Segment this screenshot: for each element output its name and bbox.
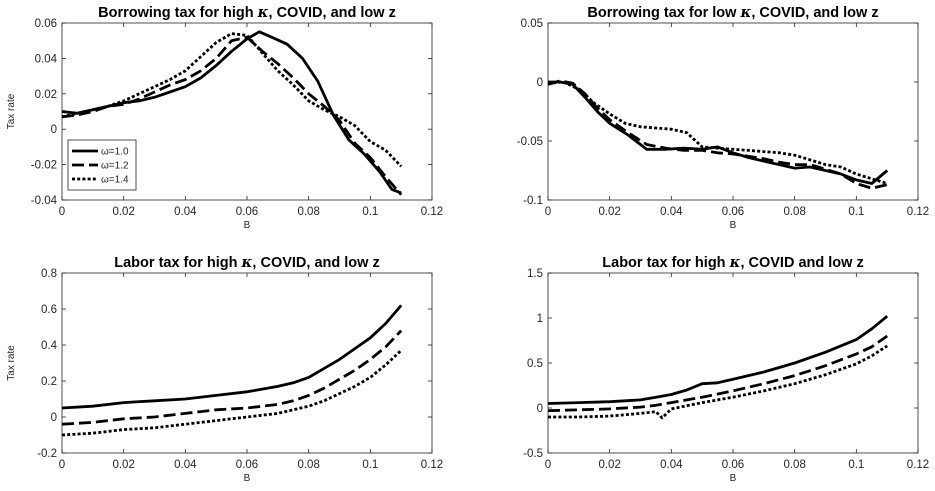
title-part: , COVID, and low z	[751, 5, 878, 21]
y-tick-label: 0.6	[41, 304, 57, 316]
subplot-4: 0 0.02 0.04 0.06 0.08 0.1 0.12-0.500.511.5Labo…	[523, 254, 929, 484]
title-part: κ	[739, 4, 751, 21]
y-tick-label: 0	[537, 77, 543, 89]
x-tick-label: 0.08	[297, 459, 319, 471]
y-tick-label: 0.04	[35, 53, 58, 65]
y-tick-label: 0.8	[41, 268, 57, 280]
subplot-2: 0 0.02 0.04 0.06 0.08 0.1 0.12 -0.1 -0.05 0 0.05 Bo…	[517, 4, 929, 231]
x-tick-label: 0.04	[660, 206, 683, 218]
title-part: Labor tax for high	[602, 255, 729, 271]
y-tick-label: -0.02	[31, 160, 57, 172]
y-axis-label: Tax rate	[6, 345, 17, 381]
x-tick-label: 0.08	[297, 206, 319, 218]
series-line-2	[61, 329, 403, 426]
y-tick-label: 0.02	[35, 89, 57, 101]
title-part: κ	[241, 254, 253, 271]
y-tick-label: 0.5	[527, 358, 543, 370]
y-tick-label: 0	[537, 403, 543, 415]
title-part: κ	[257, 4, 269, 21]
x-tick-label: 0.12	[421, 459, 443, 471]
x-tick-label: 0	[59, 459, 65, 471]
y-tick-label: 0.05	[521, 18, 543, 30]
subplot-title: Borrowing tax for low κ, COVID, and low …	[587, 4, 878, 21]
plot-area	[547, 272, 919, 454]
x-tick-label: 0	[545, 459, 551, 471]
x-tick-label: 0.06	[722, 206, 744, 218]
x-tick-label: 0	[545, 206, 551, 218]
series-line-2	[61, 35, 403, 196]
y-tick-label: 0	[51, 124, 57, 136]
series-line-3	[548, 344, 888, 420]
title-part: κ	[729, 254, 741, 271]
x-tick-label: 0.02	[598, 459, 620, 471]
y-tick-label: 1	[537, 313, 543, 325]
legend-label: ω=1.0	[101, 147, 129, 158]
x-axis-label: B	[730, 220, 737, 231]
subplot-title: Labor tax for high κ, COVID, and low z	[114, 254, 379, 271]
x-axis-label: B	[730, 473, 737, 484]
plot-area	[61, 272, 433, 454]
x-tick-label: 0	[59, 206, 65, 218]
subplot-title: Labor tax for high κ, COVID and low z	[602, 254, 863, 271]
y-tick-label: -0.2	[37, 448, 57, 460]
title-part: Borrowing tax for high	[98, 5, 258, 21]
x-tick-label: 0.12	[907, 459, 929, 471]
subplot-3: 0 0.02 0.04 0.06 0.08 0.1 0.12-0.200.20.40.60.…	[6, 254, 443, 484]
y-tick-label: 0.4	[41, 340, 58, 352]
x-tick-label: 0.04	[660, 459, 683, 471]
y-tick-label: 0	[51, 412, 57, 424]
subplot-1: 0 0.02 0.04 0.06 0.08 0.1 0.12 -0.04 -0.02 0 0.02 0…	[6, 4, 443, 231]
x-tick-label: 0.1	[848, 459, 864, 471]
x-axis-label: B	[244, 473, 251, 484]
plot-area	[547, 22, 919, 201]
x-tick-label: 0.02	[112, 459, 134, 471]
series-line-1	[61, 304, 403, 410]
x-tick-label: 0.12	[907, 206, 929, 218]
x-tick-label: 0.02	[598, 206, 620, 218]
legend-label: ω=1.2	[101, 161, 129, 172]
y-tick-label: -0.05	[517, 136, 543, 148]
x-axis-label: B	[244, 220, 251, 231]
title-part: , COVID, and low z	[252, 255, 379, 271]
series-line-1	[61, 30, 402, 195]
x-tick-label: 0.1	[848, 206, 864, 218]
y-tick-label: 0.06	[35, 18, 57, 30]
series-line-2	[547, 334, 889, 413]
legend: ω=1.0 ω=1.2 ω=1.4	[67, 139, 137, 191]
x-tick-label: 0.06	[722, 459, 744, 471]
title-part: Borrowing tax for low	[587, 5, 740, 21]
title-part: , COVID, and low z	[269, 5, 396, 21]
series-line-3	[61, 32, 403, 168]
y-tick-label: -0.5	[523, 448, 543, 460]
x-tick-label: 0.04	[174, 459, 197, 471]
x-tick-label: 0.08	[783, 206, 805, 218]
series-line-3	[61, 349, 403, 437]
x-tick-label: 0.1	[362, 459, 378, 471]
title-part: , COVID and low z	[740, 255, 863, 271]
y-tick-label: 0.2	[41, 376, 57, 388]
title-part: Labor tax for high	[114, 255, 241, 271]
x-tick-label: 0.02	[112, 206, 134, 218]
x-tick-label: 0.1	[362, 206, 378, 218]
y-tick-label: 1.5	[527, 268, 543, 280]
y-tick-label: -0.1	[523, 195, 543, 207]
x-tick-label: 0.08	[783, 459, 805, 471]
x-tick-label: 0.12	[421, 206, 443, 218]
series-line-1	[547, 315, 889, 405]
y-axis-label: Tax rate	[6, 93, 17, 129]
y-tick-label: -0.04	[31, 195, 58, 207]
x-tick-label: 0.06	[236, 206, 258, 218]
series-line-3	[547, 80, 888, 185]
x-tick-label: 0.04	[174, 206, 197, 218]
legend-label: ω=1.4	[101, 175, 129, 186]
x-tick-label: 0.06	[236, 459, 258, 471]
subplot-title: Borrowing tax for high κ, COVID, and low…	[98, 4, 396, 21]
